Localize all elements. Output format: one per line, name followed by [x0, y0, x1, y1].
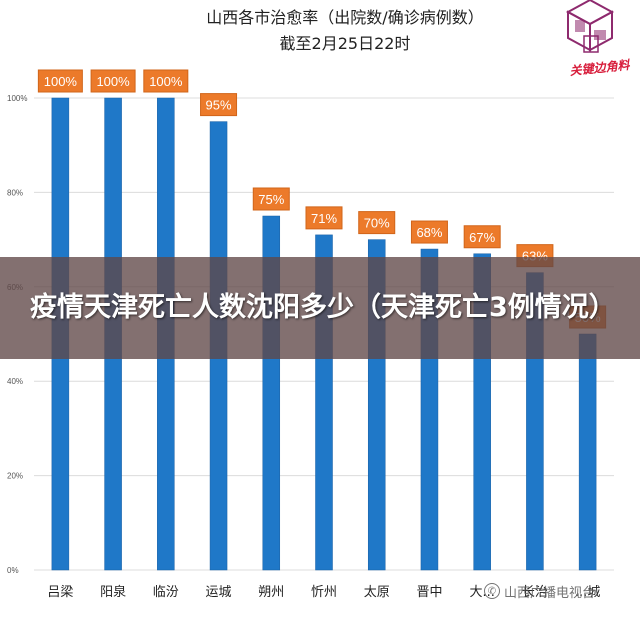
- y-tick-label: 100%: [7, 94, 27, 103]
- watermark: ✆ 山西广播电视台: [484, 580, 595, 602]
- data-label: 75%: [258, 192, 284, 207]
- data-label: 100%: [96, 74, 130, 89]
- data-label-box: [252, 187, 290, 211]
- data-label-box: [90, 69, 136, 93]
- data-label: 70%: [364, 216, 390, 231]
- chart-title-group: 山西各市治愈率（出院数/确诊病例数） 截至2月25日22时: [206, 8, 483, 53]
- watermark-text: 山西广播电视台: [504, 585, 596, 601]
- y-tick-label: 40%: [7, 377, 23, 386]
- data-label: 100%: [44, 74, 78, 89]
- y-tick-label: 80%: [7, 188, 23, 197]
- data-label-box: [463, 225, 501, 249]
- chart-title: 山西各市治愈率（出院数/确诊病例数）: [206, 8, 483, 27]
- x-tick-label: 晋中: [416, 585, 442, 600]
- x-tick-label: 朔州: [258, 585, 284, 600]
- data-label: 68%: [416, 225, 442, 240]
- headline-text: 疫情天津死亡人数沈阳多少（天津死亡3例情况）: [30, 292, 616, 323]
- x-tick-label: 吕梁: [47, 585, 73, 600]
- x-axis: 吕梁 阳泉 临汾 运城 朔州 忻州 太原 晋中 大... 长治 ...城: [47, 584, 600, 600]
- data-label-box: [37, 69, 83, 93]
- data-label: 67%: [469, 230, 495, 245]
- brand-logo: 关键边角料: [565, 0, 631, 78]
- x-tick-label: 阳泉: [100, 584, 126, 600]
- bar: [578, 333, 597, 571]
- data-label-box: [200, 93, 238, 117]
- logo-text: 关键边角料: [569, 58, 631, 78]
- chart-subtitle: 截至2月25日22时: [280, 34, 411, 53]
- x-tick-label: 长治: [522, 585, 548, 600]
- y-tick-label: 20%: [7, 472, 23, 481]
- x-tick-label: 太原: [364, 585, 390, 600]
- data-label: 71%: [311, 211, 337, 226]
- data-label: 100%: [149, 74, 183, 89]
- x-tick-label: ...城: [575, 585, 600, 600]
- data-label-box: [143, 69, 189, 93]
- x-tick-label: 临汾: [153, 585, 179, 600]
- x-tick-label: 忻州: [311, 585, 337, 600]
- wechat-icon: ✆: [484, 583, 500, 599]
- y-tick-label: 0%: [7, 566, 19, 575]
- data-label-box: [305, 206, 343, 230]
- data-label: 95%: [206, 98, 232, 113]
- x-tick-label: 运城: [206, 585, 232, 600]
- headline-overlay: 疫情天津死亡人数沈阳多少（天津死亡3例情况）: [0, 257, 640, 359]
- logo-cubes-icon: [565, 0, 615, 53]
- data-label-box: [410, 220, 448, 244]
- data-label-box: [358, 211, 396, 235]
